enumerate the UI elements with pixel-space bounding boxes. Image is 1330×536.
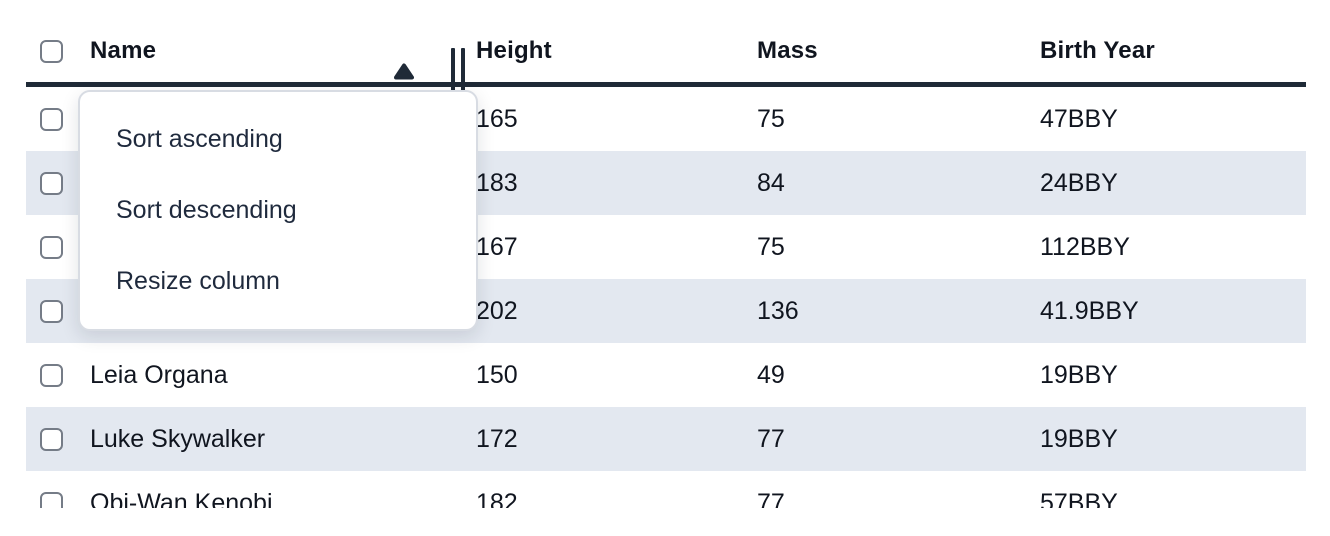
resize-handle-bar	[451, 48, 455, 97]
row-select-checkbox[interactable]	[40, 107, 63, 131]
row-select-checkbox[interactable]	[40, 427, 63, 451]
row-select-checkbox[interactable]	[40, 363, 63, 387]
cell-height: 150	[476, 360, 518, 389]
row-select-cell	[26, 279, 76, 343]
column-header-birth-year[interactable]: Birth Year	[1024, 20, 1306, 82]
cell-height: 182	[476, 488, 518, 509]
row-select-cell	[26, 407, 76, 471]
cell-birth-year: 24BBY	[1040, 168, 1118, 197]
table-header-row: Name Height Mass Birth Year	[26, 0, 1306, 97]
column-header-height-label: Height	[476, 37, 552, 64]
row-select-cell	[26, 343, 76, 407]
menu-item-sort-ascending[interactable]: Sort ascending	[116, 125, 283, 153]
row-select-cell	[26, 151, 76, 215]
row-select-cell	[26, 215, 76, 279]
cell-mass: 84	[757, 168, 785, 197]
table-row: Leia Organa 150 49 19BBY	[26, 343, 1306, 407]
cell-mass: 75	[757, 232, 785, 261]
column-header-name-label: Name	[90, 37, 157, 64]
header-select-cell	[26, 20, 76, 82]
column-header-mass[interactable]: Mass	[741, 20, 1024, 82]
row-select-checkbox[interactable]	[40, 235, 63, 259]
cell-height: 167	[476, 232, 518, 261]
cell-birth-year: 19BBY	[1040, 424, 1118, 453]
cell-height: 165	[476, 104, 518, 133]
row-select-checkbox[interactable]	[40, 171, 63, 195]
cell-height: 172	[476, 424, 518, 453]
column-resize-handle[interactable]	[451, 48, 465, 97]
cell-mass: 136	[757, 296, 799, 325]
column-header-height[interactable]: Height	[460, 20, 741, 82]
column-header-name[interactable]: Name	[76, 20, 465, 97]
cell-mass: 49	[757, 360, 785, 389]
row-select-checkbox[interactable]	[40, 491, 63, 508]
cell-height: 202	[476, 296, 518, 325]
cell-name: Obi-Wan Kenobi	[90, 488, 273, 509]
cell-height: 183	[476, 168, 518, 197]
menu-item-sort-descending[interactable]: Sort descending	[116, 196, 297, 224]
sort-ascending-icon[interactable]	[394, 63, 414, 80]
menu-item-resize-column[interactable]: Resize column	[116, 267, 280, 295]
table-row: Luke Skywalker 172 77 19BBY	[26, 407, 1306, 471]
column-header-mass-label: Mass	[757, 37, 818, 64]
cell-mass: 77	[757, 488, 785, 509]
cell-birth-year: 57BBY	[1040, 488, 1118, 509]
row-select-cell	[26, 87, 76, 151]
cell-birth-year: 41.9BBY	[1040, 296, 1139, 325]
select-all-checkbox[interactable]	[40, 39, 63, 63]
resize-handle-bar	[461, 48, 465, 97]
cell-birth-year: 47BBY	[1040, 104, 1118, 133]
cell-birth-year: 19BBY	[1040, 360, 1118, 389]
table-row: Obi-Wan Kenobi 182 77 57BBY	[26, 471, 1306, 508]
cell-mass: 77	[757, 424, 785, 453]
cell-name: Leia Organa	[90, 360, 228, 389]
row-select-checkbox[interactable]	[40, 299, 63, 323]
cell-mass: 75	[757, 104, 785, 133]
row-select-cell	[26, 471, 76, 508]
cell-birth-year: 112BBY	[1040, 232, 1130, 261]
column-header-birth-year-label: Birth Year	[1040, 37, 1155, 64]
column-context-menu: Sort ascending Sort descending Resize co…	[78, 90, 478, 331]
cell-name: Luke Skywalker	[90, 424, 266, 453]
